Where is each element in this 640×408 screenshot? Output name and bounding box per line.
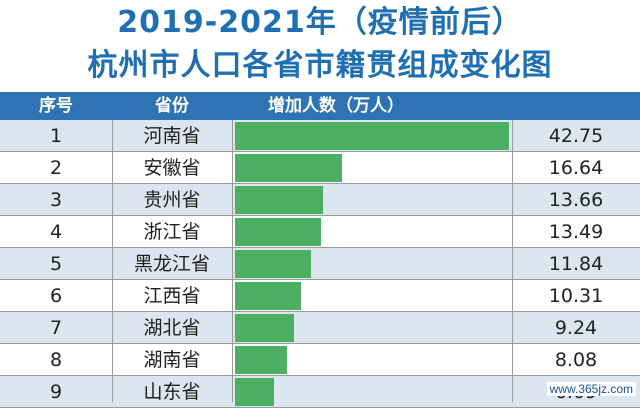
row-province: 湖南省 xyxy=(143,349,201,371)
bar-7 xyxy=(235,314,294,342)
table-row: 9山东省6.09 xyxy=(0,376,640,408)
row-index: 2 xyxy=(49,157,63,179)
row-divider xyxy=(0,183,640,184)
row-index: 9 xyxy=(49,381,63,403)
bar-6 xyxy=(235,282,301,310)
bar-cell xyxy=(232,152,512,184)
row-index: 8 xyxy=(49,349,63,371)
table-row: 8 湖南省 8.08 xyxy=(0,344,640,376)
chart-title: 2019-2021年（疫情前后） xyxy=(117,5,523,40)
table-row: 5 黑龙江省 11.84 xyxy=(0,248,640,280)
bar-cell xyxy=(232,280,512,312)
bar-cell xyxy=(232,344,512,376)
bar-4 xyxy=(235,218,321,246)
bar-cell xyxy=(232,184,512,216)
row-divider xyxy=(0,311,640,312)
row-index: 7 xyxy=(49,317,63,339)
row-index: 5 xyxy=(49,253,63,275)
row-value: 13.66 xyxy=(548,189,604,211)
row-divider xyxy=(0,151,640,152)
row-index: 4 xyxy=(49,221,63,243)
row-index: 3 xyxy=(49,189,63,211)
bar-cell xyxy=(232,120,512,152)
row-province: 黑龙江省 xyxy=(133,253,210,275)
row-divider xyxy=(0,375,640,376)
table-row: 4 浙江省 13.49 xyxy=(0,216,640,248)
row-province: 贵州省 xyxy=(143,189,201,211)
bar-1 xyxy=(235,122,509,150)
bar-cell xyxy=(232,312,512,344)
table-row: 6 江西省 10.31 xyxy=(0,280,640,312)
bar-cell xyxy=(232,376,512,408)
bar-8 xyxy=(235,346,287,374)
row-index: 6 xyxy=(49,285,63,307)
row-divider xyxy=(0,279,640,280)
table-row: 1 河南省 42.75 xyxy=(0,120,640,152)
bar-5 xyxy=(235,250,311,278)
row-index: 1 xyxy=(49,125,63,147)
row-value: 10.31 xyxy=(548,285,604,307)
bar-cell xyxy=(232,248,512,280)
row-value: 16.64 xyxy=(548,157,604,179)
row-province: 湖北省 xyxy=(143,317,201,339)
table-row: 2 安徽省 16.64 xyxy=(0,152,640,184)
table-row: 3 贵州省 13.66 xyxy=(0,184,640,216)
row-value: 8.08 xyxy=(554,349,598,371)
row-value: 13.49 xyxy=(548,221,604,243)
row-divider xyxy=(0,215,640,216)
row-province: 浙江省 xyxy=(143,221,201,243)
table-header: 序号 省份 增加人数（万人） xyxy=(0,92,640,120)
bar-3 xyxy=(235,186,323,214)
column-divider xyxy=(232,120,233,402)
row-province: 安徽省 xyxy=(143,157,201,179)
row-value: 11.84 xyxy=(548,253,604,275)
bar-cell xyxy=(232,216,512,248)
row-value: 42.75 xyxy=(548,125,604,147)
bar-9 xyxy=(235,378,274,406)
row-province: 山东省 xyxy=(143,381,201,403)
column-divider xyxy=(512,120,513,402)
header-index: 序号 xyxy=(39,96,73,116)
column-divider xyxy=(112,120,113,402)
watermark: www.365jz.com xyxy=(546,382,636,396)
row-value: 9.24 xyxy=(554,317,598,339)
chart-subtitle: 杭州市人口各省市籍贯组成变化图 xyxy=(87,48,553,83)
row-province: 江西省 xyxy=(143,285,201,307)
row-divider xyxy=(0,343,640,344)
table-row: 7 湖北省 9.24 xyxy=(0,312,640,344)
header-province: 省份 xyxy=(155,96,189,116)
row-province: 河南省 xyxy=(143,125,201,147)
bar-2 xyxy=(235,154,342,182)
row-divider xyxy=(0,247,640,248)
header-increase: 增加人数（万人） xyxy=(268,96,404,116)
